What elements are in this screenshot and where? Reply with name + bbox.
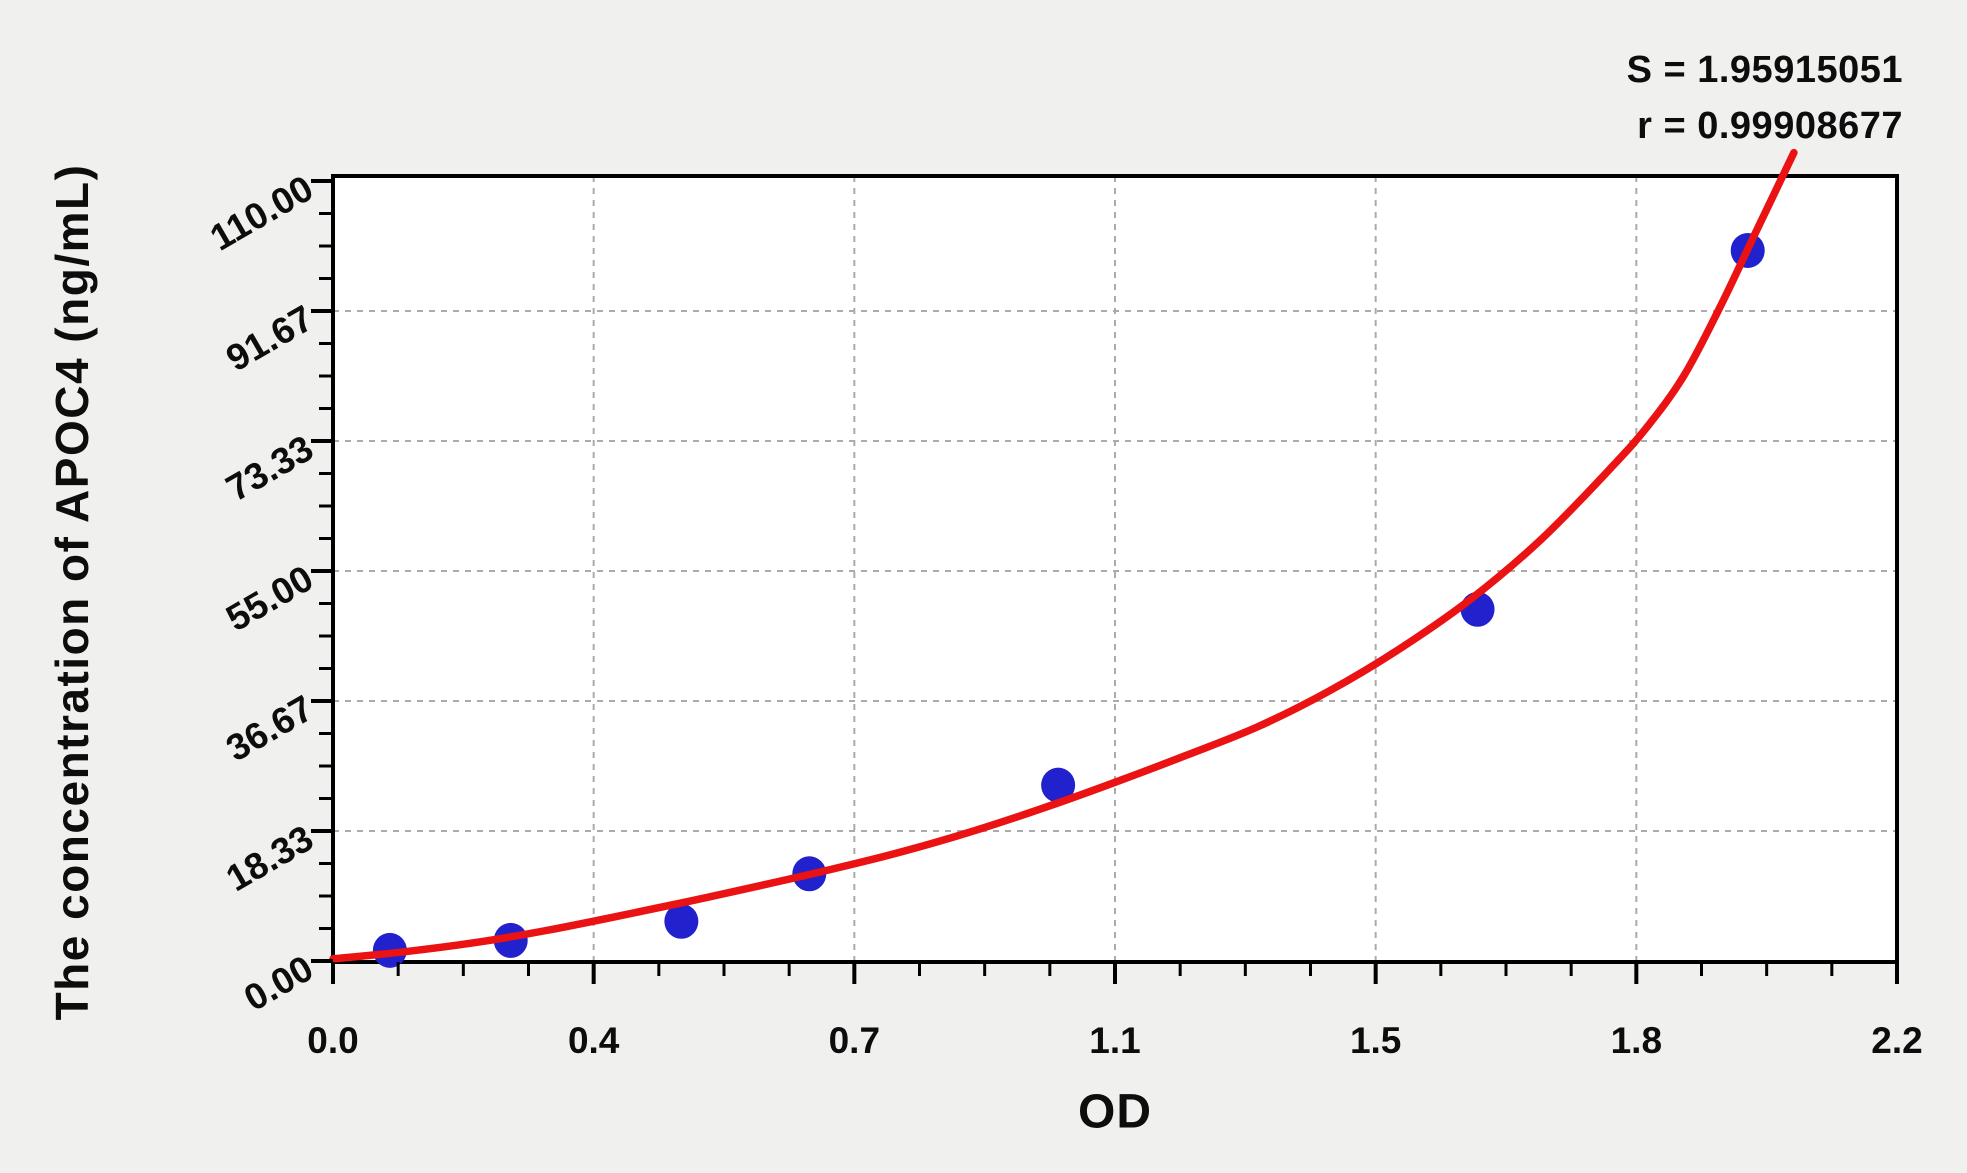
y-tick-label: 18.33	[219, 817, 320, 899]
fit-curve	[329, 148, 1798, 963]
y-tick-label: 110.00	[203, 167, 320, 258]
x-tick-label: 1.5	[1350, 1020, 1401, 1061]
y-tick-label: 0.00	[237, 947, 320, 1019]
y-tick-label: 91.67	[219, 297, 320, 379]
data-point	[1041, 767, 1076, 803]
y-tick-label: 36.67	[219, 687, 320, 769]
x-tick-label: 0.4	[568, 1020, 620, 1061]
fit-statistics: S = 1.95915051 r = 0.99908677	[1627, 42, 1903, 154]
x-tick-label: 2.2	[1871, 1020, 1922, 1061]
data-point	[664, 903, 699, 939]
y-tick-label: 73.33	[219, 427, 320, 509]
x-tick-label: 1.1	[1089, 1020, 1140, 1061]
stat-s-value: S = 1.95915051	[1626, 49, 1903, 91]
x-axis-title: OD	[1078, 1085, 1152, 1139]
x-tick-label: 1.8	[1611, 1020, 1662, 1061]
x-tick-label: 0.0	[307, 1020, 358, 1061]
stat-r-value: r = 0.99908677	[1637, 105, 1903, 147]
y-tick-label: 55.00	[219, 557, 320, 639]
x-tick-label: 0.7	[829, 1020, 880, 1061]
plot-area	[333, 176, 1897, 962]
